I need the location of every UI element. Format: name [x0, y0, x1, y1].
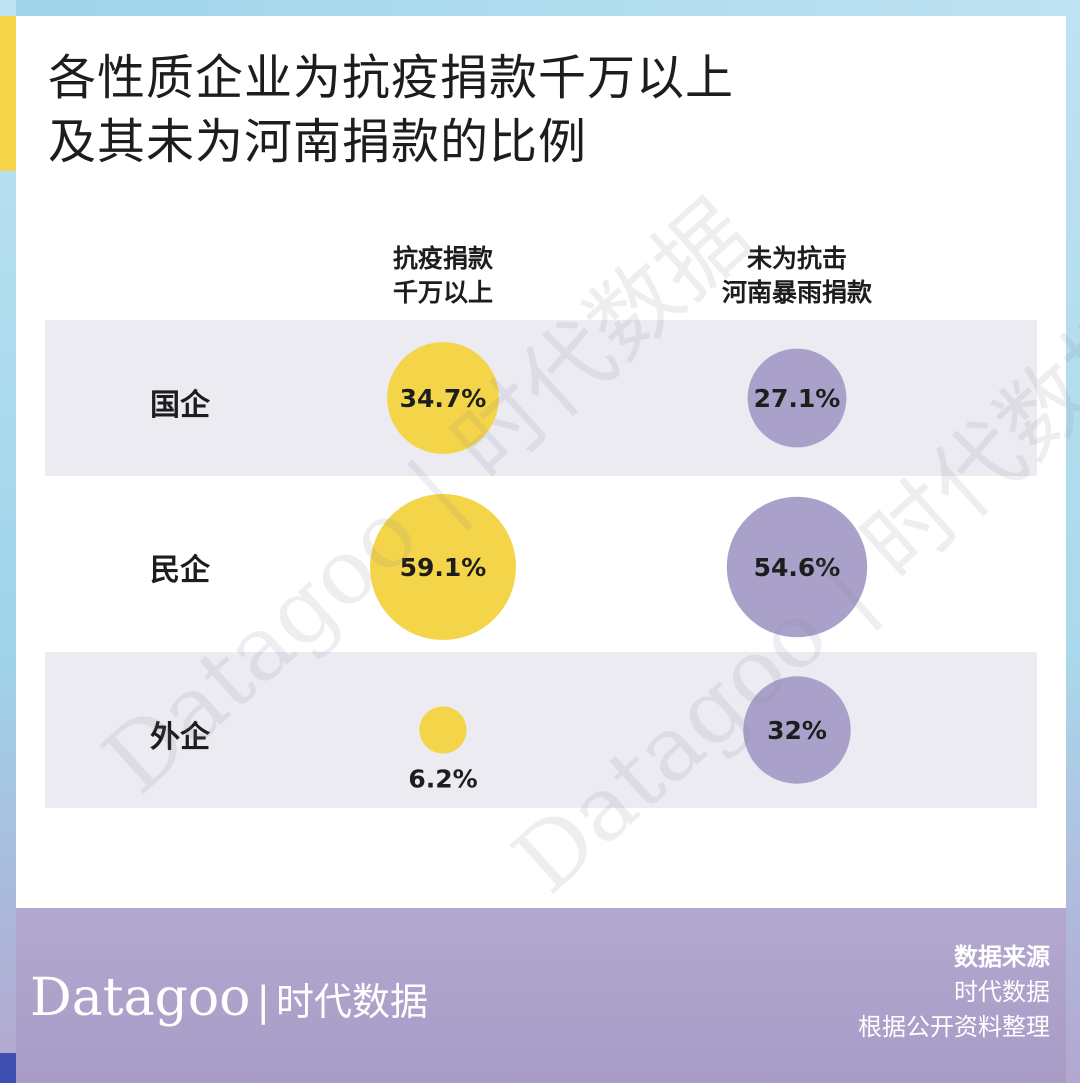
- bubble-donation-2: [419, 706, 467, 754]
- title-line-2: 及其未为河南捐款的比例: [48, 114, 588, 170]
- footer: [16, 908, 1066, 1083]
- frame-right: [1066, 0, 1080, 1083]
- row-label-foreign: 外企: [150, 720, 210, 755]
- bubble-henan-0: [747, 348, 847, 448]
- column-header-henan-line-2: 河南暴雨捐款: [721, 278, 872, 307]
- bubble-henan-1: [726, 496, 868, 638]
- source-line-1: 时代数据: [954, 978, 1050, 1006]
- brand-logo: Datagoo | 时代数据: [30, 968, 428, 1028]
- row-band-foreign: [45, 652, 1037, 808]
- brand-logo-en: Datagoo: [30, 968, 251, 1028]
- chart-title: 各性质企业为抗疫捐款千万以上 及其未为河南捐款的比例: [48, 46, 734, 174]
- bubble-label-donation-0: 34.7%: [400, 384, 487, 413]
- bubble-label-henan-2: 32%: [767, 716, 827, 745]
- row-label-soe: 国企: [150, 388, 210, 423]
- data-source: 数据来源 时代数据 根据公开资料整理: [858, 940, 1050, 1045]
- column-header-donation-line-1: 抗疫捐款: [392, 244, 493, 273]
- column-header-henan-line-1: 未为抗击: [746, 244, 847, 273]
- title-line-1: 各性质企业为抗疫捐款千万以上: [48, 50, 735, 106]
- accent-bar-blue: [0, 1053, 16, 1083]
- bubble-label-henan-1: 54.6%: [754, 553, 841, 582]
- column-header-henan: 未为抗击 河南暴雨捐款: [677, 242, 917, 310]
- bubble-henan-2: [743, 676, 851, 784]
- row-label-private: 民企: [150, 553, 210, 588]
- row-band-soe: [45, 320, 1037, 476]
- brand-logo-separator: |: [256, 979, 270, 1025]
- bubble-label-donation-1: 59.1%: [400, 553, 487, 582]
- frame-left: [0, 0, 16, 1083]
- bubble-label-henan-0: 27.1%: [754, 384, 841, 413]
- source-heading: 数据来源: [954, 943, 1050, 971]
- column-header-donation: 抗疫捐款 千万以上: [323, 242, 563, 310]
- bubble-donation-1: [370, 494, 516, 640]
- brand-logo-cn: 时代数据: [275, 980, 428, 1024]
- bubble-label-donation-2: 6.2%: [408, 765, 477, 794]
- column-header-donation-line-2: 千万以上: [392, 278, 493, 307]
- frame-top: [0, 0, 1080, 16]
- accent-bar-yellow: [0, 16, 16, 171]
- source-line-2: 根据公开资料整理: [858, 1013, 1050, 1041]
- bubble-donation-0: [387, 342, 499, 454]
